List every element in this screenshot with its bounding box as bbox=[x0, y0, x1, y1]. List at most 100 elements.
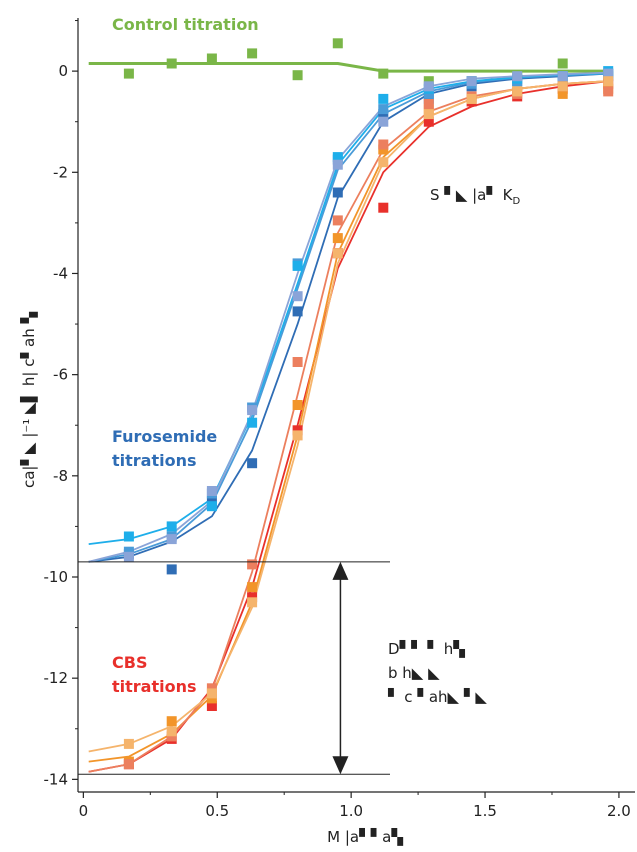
x-tick-label: 0 bbox=[79, 802, 89, 820]
control-data-point bbox=[378, 68, 389, 79]
cbs-data-point bbox=[378, 139, 389, 150]
furosemide-label-line2: titrations bbox=[112, 451, 197, 470]
furosemide-data-point bbox=[206, 496, 217, 507]
enthalpy-text-line3: ▘ c ▘ah◣ ▘◣ bbox=[387, 687, 487, 706]
cbs-data-point bbox=[247, 597, 258, 608]
cbs-data-point bbox=[292, 400, 303, 410]
control-data-point bbox=[332, 38, 343, 49]
furosemide-label-line1: Furosemide bbox=[112, 427, 217, 446]
furosemide-data-point bbox=[512, 71, 523, 82]
furosemide-data-point bbox=[378, 93, 389, 104]
cbs-data-point bbox=[603, 86, 614, 97]
cbs-data-point bbox=[247, 559, 258, 570]
cbs-data-point bbox=[332, 248, 343, 259]
y-tick-label: -6 bbox=[53, 366, 68, 384]
y-tick-label: -10 bbox=[44, 568, 69, 586]
x-tick-label: 1.5 bbox=[473, 802, 497, 820]
furosemide-data-point bbox=[332, 152, 343, 163]
enthalpy-text-line2: b h◣ ◣ bbox=[388, 664, 440, 682]
y-tick-label: -14 bbox=[44, 770, 69, 788]
cbs-data-point bbox=[166, 731, 177, 742]
cbs-data-point bbox=[423, 116, 434, 127]
cbs-data-point bbox=[292, 430, 303, 441]
y-tick-label: 0 bbox=[58, 62, 68, 80]
furosemide-data-point bbox=[292, 306, 303, 317]
cbs-data-point bbox=[466, 93, 477, 104]
furosemide-data-point bbox=[247, 458, 258, 469]
cbs-data-point bbox=[378, 202, 389, 213]
enthalpy-annotation bbox=[78, 561, 390, 775]
furosemide-data-point bbox=[423, 81, 434, 92]
cbs-fit-line bbox=[88, 80, 609, 763]
stoichiometry-kd-subscript: D bbox=[513, 196, 521, 207]
cbs-data-point bbox=[292, 425, 303, 436]
cbs-data-point bbox=[557, 81, 568, 92]
enthalpy-text-line1: D▘▘ ▘ h▚ bbox=[388, 639, 465, 658]
cbs-data-point bbox=[247, 592, 258, 603]
furosemide-data-point bbox=[123, 531, 134, 542]
control-fit-line bbox=[88, 62, 609, 73]
furosemide-data-point bbox=[166, 564, 177, 575]
cbs-data-point bbox=[206, 683, 217, 694]
y-tick-label: -8 bbox=[53, 467, 68, 485]
stoichiometry-kd-text: S ▘◣ |a▘ K bbox=[430, 185, 514, 204]
axes: 0 -2 -4 -6 -8 -10 -12 -14 0 0.5 1.0 1.5 2.0 bbox=[44, 18, 635, 820]
furosemide-data-point bbox=[123, 551, 134, 562]
cbs-fit-line bbox=[88, 80, 609, 753]
control-data-point bbox=[423, 76, 434, 87]
furosemide-data-point bbox=[123, 546, 134, 557]
furosemide-data-point bbox=[378, 116, 389, 127]
cbs-data-point bbox=[332, 215, 343, 226]
control-data-point bbox=[206, 53, 217, 64]
x-axis-title: M |a▘▘a▚ bbox=[327, 827, 403, 846]
furosemide-data-point bbox=[247, 405, 258, 416]
control-data-point bbox=[557, 58, 568, 69]
furosemide-data-point bbox=[423, 88, 434, 99]
control-data-point bbox=[247, 48, 258, 59]
furosemide-data-point bbox=[206, 501, 217, 512]
furosemide-fit-line bbox=[88, 71, 609, 563]
cbs-data-point bbox=[166, 726, 177, 737]
furosemide-fit-line bbox=[88, 72, 609, 545]
control-titration-label: Control titration bbox=[112, 15, 259, 34]
control-data-point bbox=[166, 58, 177, 69]
cbs-data-point bbox=[557, 88, 568, 99]
data-points bbox=[123, 38, 614, 770]
cbs-data-point bbox=[247, 582, 258, 593]
cbs-data-point bbox=[166, 716, 177, 727]
furosemide-data-point bbox=[247, 417, 258, 428]
stoichiometry-kd-annotation: S ▘◣ |a▘ KD bbox=[430, 185, 521, 207]
y-axis-title: ca|▘◣ |⁻¹ ◣▌ h| c▘ah ▚ bbox=[19, 312, 38, 489]
cbs-data-point bbox=[603, 76, 614, 87]
cbs-data-point bbox=[512, 86, 523, 97]
y-tick-label: -4 bbox=[53, 264, 68, 282]
furosemide-data-point bbox=[557, 71, 568, 82]
cbs-data-point bbox=[292, 357, 303, 367]
cbs-data-point bbox=[332, 233, 343, 244]
cbs-data-point bbox=[423, 99, 434, 109]
enthalpy-arrow-head-up bbox=[332, 561, 349, 580]
furosemide-data-point bbox=[292, 291, 303, 302]
cbs-data-point bbox=[206, 688, 217, 699]
cbs-label-line2: titrations bbox=[112, 677, 197, 696]
y-tick-label: -12 bbox=[44, 669, 69, 687]
furosemide-data-point bbox=[378, 104, 389, 115]
cbs-label-line1: CBS bbox=[112, 653, 147, 672]
control-data-point bbox=[123, 68, 134, 79]
furosemide-data-point bbox=[466, 76, 477, 87]
furosemide-data-point bbox=[292, 260, 303, 271]
furosemide-data-point bbox=[166, 521, 177, 532]
cbs-data-point bbox=[123, 759, 134, 770]
cbs-data-point bbox=[378, 157, 389, 168]
furosemide-data-point bbox=[166, 534, 177, 545]
x-tick-label: 2.0 bbox=[607, 802, 631, 820]
control-data-point bbox=[292, 70, 303, 81]
furosemide-data-point bbox=[332, 187, 343, 198]
furosemide-data-point bbox=[603, 68, 614, 79]
cbs-data-point bbox=[123, 738, 134, 749]
fit-lines bbox=[88, 62, 609, 773]
x-tick-label: 0.5 bbox=[205, 802, 229, 820]
y-tick-label: -2 bbox=[53, 163, 68, 181]
enthalpy-arrow-head-down bbox=[332, 756, 349, 775]
